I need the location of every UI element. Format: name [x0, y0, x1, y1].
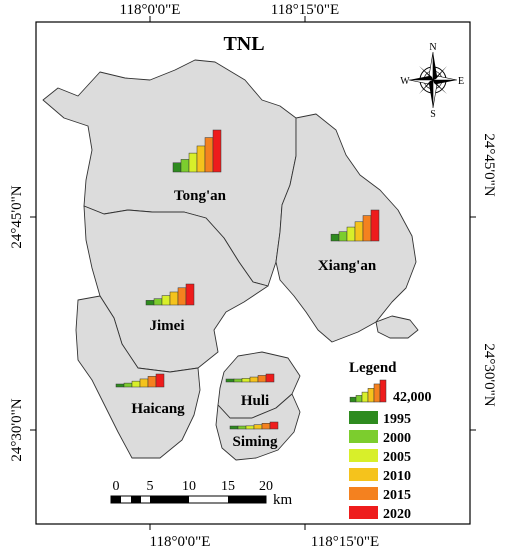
bar-2005	[188, 152, 198, 173]
scale-tick-15: 15	[221, 479, 235, 494]
bar-2000	[338, 231, 348, 242]
legend-swatch-2005	[349, 449, 378, 462]
legend-title: Legend	[349, 360, 397, 376]
bar-2005	[346, 226, 356, 242]
bar-symbol-haicang	[115, 373, 165, 388]
bar-2020	[212, 129, 222, 173]
bar-2015	[147, 376, 157, 388]
coord-bottom-1: 118°0'0"E	[150, 534, 211, 550]
scale-tick-10: 10	[182, 479, 196, 494]
legend-swatch-2020	[349, 506, 378, 519]
district-label-jimei: Jimei	[150, 318, 185, 334]
map-title: TNL	[223, 33, 264, 55]
bar-2000	[237, 425, 247, 430]
legend-items: 1995 2000 2005 2010 2015 2020	[349, 411, 411, 522]
bar-2020	[269, 421, 279, 430]
legend-year-1995: 1995	[383, 412, 411, 427]
coord-top-2: 118°15'0"E	[271, 2, 339, 18]
bar-1995	[330, 233, 340, 242]
bar-2020	[185, 283, 195, 306]
legend-year-2010: 2010	[383, 469, 411, 484]
coord-left-1: 24°45'0"N	[9, 185, 25, 248]
bar-1995	[145, 300, 155, 306]
scale-bar	[110, 495, 267, 504]
bar-2010	[367, 388, 375, 403]
bar-2000	[233, 378, 243, 383]
legend-swatch-2010	[349, 468, 378, 481]
bar-2000	[180, 159, 190, 173]
frame-ticks	[30, 16, 476, 530]
bar-2020	[379, 379, 387, 403]
bar-2020	[370, 209, 380, 242]
bar-2010	[249, 376, 259, 383]
bar-2005	[131, 380, 141, 388]
bar-2010	[253, 424, 263, 430]
compass-s: S	[430, 109, 436, 120]
legend-swatch-2000	[349, 430, 378, 443]
legend-max-label: 42,000	[393, 390, 432, 405]
bar-2005	[161, 295, 171, 306]
legend-year-2015: 2015	[383, 488, 411, 503]
island-small-area	[375, 315, 419, 339]
coord-left-2: 24°30'0"N	[9, 398, 25, 461]
legend-year-2005: 2005	[383, 450, 411, 465]
bar-symbol-jimei	[145, 283, 195, 306]
bar-2010	[354, 221, 364, 242]
district-haicang-area	[75, 295, 201, 459]
bar-2015	[204, 137, 214, 173]
legend-swatch-2015	[349, 487, 378, 500]
legend-year-2000: 2000	[383, 431, 411, 446]
bar-2000	[123, 382, 133, 388]
legend-bar-symbol	[349, 379, 387, 403]
compass-e: E	[458, 76, 464, 87]
bar-2010	[196, 145, 206, 173]
district-label-xiangan: Xiang'an	[318, 258, 377, 274]
bar-2000	[355, 395, 363, 403]
bar-2015	[373, 383, 381, 403]
bar-1995	[225, 378, 235, 383]
district-xiangan-area	[275, 113, 417, 343]
bar-2005	[241, 378, 251, 383]
bar-1995	[229, 425, 239, 430]
bar-2010	[169, 291, 179, 306]
compass-rose-icon	[408, 51, 458, 109]
bar-2020	[265, 373, 275, 383]
bar-symbol-tongan	[172, 129, 222, 173]
bar-2005	[361, 391, 369, 403]
bar-2015	[261, 423, 271, 430]
district-label-siming: Siming	[232, 434, 278, 450]
bar-symbol-xiangan	[330, 209, 380, 242]
compass-w: W	[400, 76, 410, 87]
scale-tick-0: 0	[113, 479, 120, 494]
compass-n: N	[429, 42, 436, 53]
bar-2015	[362, 215, 372, 242]
coord-bottom-2: 118°15'0"E	[311, 534, 379, 550]
bar-2005	[245, 425, 255, 430]
scale-unit: km	[273, 492, 293, 508]
coord-right-1: 24°45'0"N	[481, 133, 497, 196]
legend-swatch-1995	[349, 411, 378, 424]
bar-2020	[155, 373, 165, 388]
bar-symbol-siming	[229, 421, 279, 430]
district-label-tongan: Tong'an	[174, 188, 227, 204]
bar-2015	[257, 375, 267, 383]
bar-1995	[172, 162, 182, 173]
bar-2010	[139, 378, 149, 388]
scale-tick-20: 20	[259, 479, 273, 494]
bar-1995	[115, 383, 125, 388]
scale-tick-5: 5	[147, 479, 154, 494]
bar-2000	[153, 298, 163, 306]
bar-symbol-huli	[225, 373, 275, 383]
bar-2015	[177, 287, 187, 306]
coord-top-1: 118°0'0"E	[120, 2, 181, 18]
district-label-huli: Huli	[241, 393, 269, 409]
coord-right-2: 24°30'0"N	[481, 343, 497, 406]
legend-year-2020: 2020	[383, 507, 411, 522]
bar-1995	[349, 396, 357, 403]
district-label-haicang: Haicang	[131, 401, 185, 417]
